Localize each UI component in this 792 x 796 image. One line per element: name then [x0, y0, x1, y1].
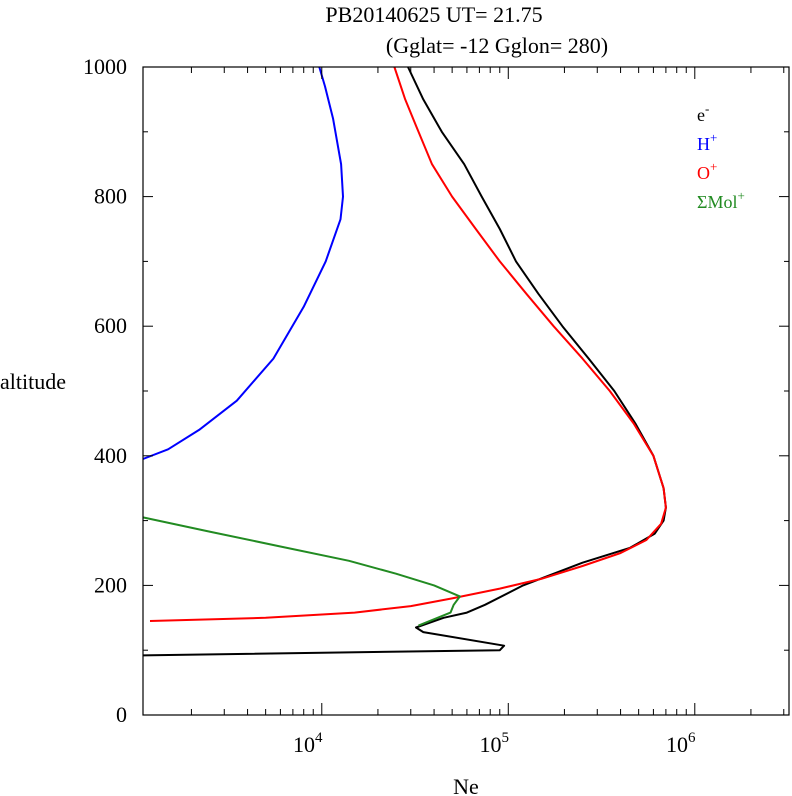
series-line-3	[142, 516, 461, 627]
series-line-2	[149, 66, 667, 622]
series-layer	[142, 66, 667, 657]
x-tick-label: 105	[480, 730, 510, 757]
series-line-0	[142, 66, 667, 657]
legend-entry-0: e-	[697, 101, 709, 125]
legend-entry-3: ΣMol+	[697, 188, 745, 212]
tick-layer: 0 200 400 600 800 1000 104 105 106	[83, 54, 789, 757]
chart-subtitle: (Gglat= -12 Gglon= 280)	[386, 33, 608, 58]
chart-title: PB20140625 UT= 21.75	[325, 2, 542, 27]
legend-entry-2: O+	[697, 159, 717, 183]
y-tick-label: 0	[116, 702, 127, 727]
y-tick-label: 1000	[83, 54, 127, 79]
plot-frame	[142, 66, 790, 716]
legend-entry-1: H+	[697, 130, 717, 154]
y-tick-label: 400	[94, 443, 127, 468]
y-axis-label: altitude	[0, 369, 66, 394]
legend: e- H+ O+ ΣMol+	[697, 101, 745, 212]
y-tick-label: 800	[94, 184, 127, 209]
y-tick-label: 200	[94, 572, 127, 597]
x-tick-label: 106	[666, 730, 696, 757]
x-axis-label: Ne	[453, 774, 479, 796]
y-tick-label: 600	[94, 313, 127, 338]
x-tick-label: 104	[293, 730, 323, 757]
series-line-1	[142, 66, 344, 460]
